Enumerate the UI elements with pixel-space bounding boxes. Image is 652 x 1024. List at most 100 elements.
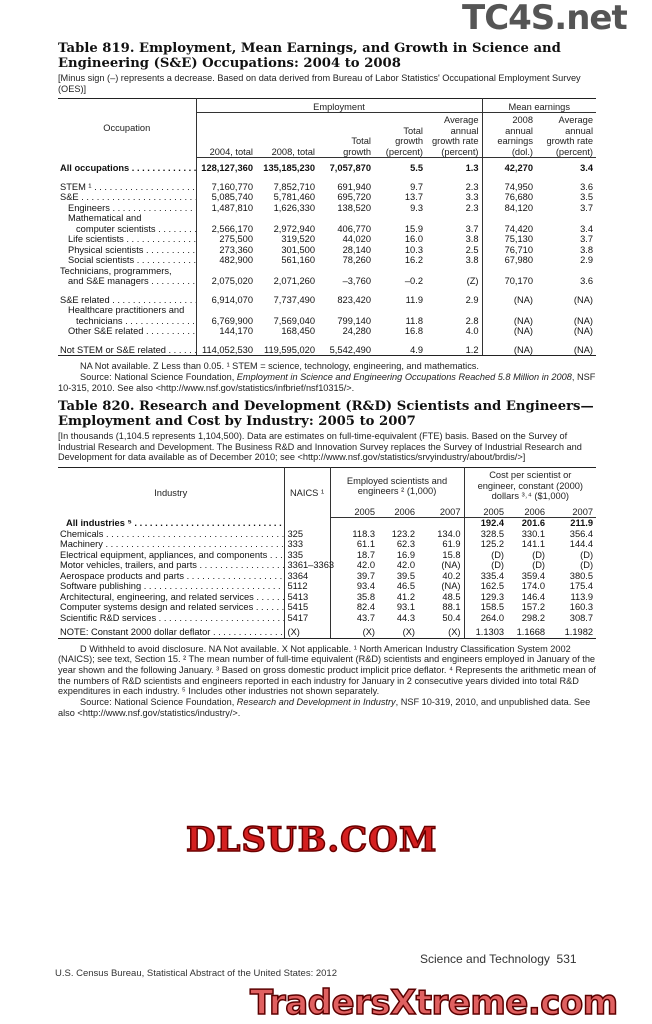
cell-value: 13.7 [404, 192, 423, 203]
cell-value: 1.1303 [464, 627, 508, 639]
cell-value: 7,852,710 [273, 181, 315, 192]
cell-value: 5.5 [410, 163, 423, 174]
cell-value: 695,720 [337, 192, 371, 203]
spacer-row [58, 286, 596, 295]
cell-value: 2,566,170 [211, 223, 253, 234]
cell-value: 93.1 [396, 602, 415, 613]
cell-value [536, 305, 596, 316]
cell-value: 35.8 [356, 591, 375, 602]
cell-value: 118.3 [352, 528, 375, 539]
cell-value [256, 266, 318, 277]
empty-cell [426, 336, 483, 345]
cell-value [378, 518, 418, 529]
year-header: 2006 [378, 504, 418, 519]
cell-value: 61.1 [356, 539, 375, 550]
table-820-title: Table 820. Research and Development (R&D… [58, 399, 598, 429]
cell-value [374, 213, 426, 224]
cell-value: 146.4 [521, 591, 546, 602]
spacer-row [58, 336, 596, 345]
naics-code: 5415 [284, 602, 331, 613]
table-row: Life scientists275,500319,52044,02016.03… [58, 234, 596, 245]
row-label: Machinery [58, 539, 285, 550]
table-row: S&E 5,085,740 5,781,460 695,720 13.73.3 76,68… [58, 192, 596, 203]
column-header: Total growth [318, 112, 374, 159]
cell-value [374, 266, 426, 277]
cell-value: (X) [378, 627, 418, 639]
cell-value: (NA) [573, 315, 594, 326]
cell-value [196, 266, 256, 277]
cell-value: 7,569,040 [273, 315, 315, 326]
cell-value: 16.9 [396, 549, 415, 560]
row-label: Technicians, programmers, [58, 265, 197, 277]
cell-value [318, 266, 374, 277]
naics-code: 3364 [284, 570, 331, 582]
year-header: 2005 [464, 504, 508, 519]
cell-value [418, 517, 465, 529]
table-819: Occupation Employment Mean earnings 2004… [58, 98, 597, 357]
cell-value: 129.3 [480, 591, 505, 602]
cell-value: 16.2 [404, 255, 423, 266]
source-prefix: Source: National Science Foundation, [80, 697, 237, 708]
cell-value: –3,760 [342, 276, 371, 287]
cell-value: 16.8 [404, 326, 423, 337]
cell-value [482, 266, 536, 277]
cell-value: 3.8 [426, 234, 483, 245]
cell-value: 174.0 [521, 581, 546, 592]
cell-value: 67,980 [504, 255, 533, 266]
cell-value: (D) [491, 560, 505, 571]
cell-value: 201.6 [521, 518, 546, 529]
cell-value: 2.3 [426, 202, 483, 214]
table-820-notes: D Withheld to avoid disclosure. NA Not a… [58, 644, 598, 719]
source-title: Employment in Science and Engineering Oc… [236, 371, 572, 382]
cell-value: 1.1668 [507, 627, 549, 639]
cell-value: 7,057,870 [329, 163, 371, 174]
row-label: S&E [58, 192, 197, 203]
cell-value: 84,120 [504, 202, 533, 213]
cell-value: 134.0 [418, 528, 465, 540]
table-row: Electrical equipment, appliances, and co… [58, 549, 596, 561]
cell-value: 3.7 [426, 223, 483, 235]
watermark-top: TC4S.net [462, 0, 628, 38]
cell-value: (NA) [513, 326, 533, 337]
cell-value [374, 305, 426, 316]
column-header: Average annual growth rate (percent) [536, 112, 597, 159]
cell-value: 50.4 [418, 612, 465, 624]
cell-value: (NA) [573, 326, 594, 337]
table-row: Computer systems design and related serv… [58, 602, 596, 613]
cell-value: (NA) [536, 344, 597, 357]
cell-value: 75,130 [504, 234, 533, 245]
naics-code: 3361–3363 [284, 560, 334, 571]
cell-value: 42.0 [356, 560, 375, 571]
cell-value [536, 213, 596, 224]
cell-value: 482,900 [219, 255, 253, 266]
row-label: NOTE: Constant 2000 dollar deflator [58, 627, 285, 639]
cell-value: 141.1 [521, 539, 546, 550]
table-row: NOTE: Constant 2000 dollar deflator(X)(X… [58, 627, 597, 639]
empty-cell [374, 287, 426, 295]
cell-value: 9.7 [410, 181, 423, 192]
header-occupation: Occupation [58, 98, 197, 158]
cell-value: 691,940 [337, 181, 371, 192]
table-row: and S&E managers 2,075,020 2,071,260 –3,760… [58, 276, 596, 287]
cell-value: 3.7 [580, 202, 594, 213]
empty-cell [482, 337, 536, 345]
header-naics: NAICS ¹ [284, 467, 331, 518]
cell-value: 144.4 [569, 539, 594, 550]
cell-value: 3.8 [580, 244, 594, 255]
empty-cell [318, 174, 374, 182]
cell-value: 275,500 [219, 234, 253, 245]
cell-value: 157.2 [521, 602, 546, 613]
cell-value: 76,710 [504, 244, 533, 255]
naics-code: 5112 [284, 581, 331, 592]
empty-cell [482, 287, 536, 295]
cell-value: 1,626,330 [273, 202, 315, 213]
cell-value: 93.4 [356, 581, 375, 592]
cell-value: 5,085,740 [211, 192, 253, 203]
cell-value: 328.5 [480, 528, 505, 539]
column-header: 2004, total [196, 112, 256, 159]
cell-value: 3.4 [580, 163, 594, 174]
row-label: and S&E managers [58, 276, 197, 287]
cell-value: 44.3 [396, 612, 415, 623]
cell-value: 43.7 [356, 612, 375, 623]
cell-value: 211.9 [570, 518, 594, 529]
